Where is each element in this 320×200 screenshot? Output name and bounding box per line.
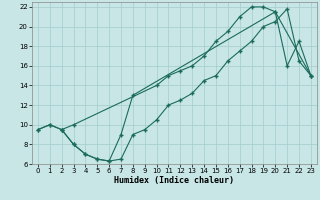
X-axis label: Humidex (Indice chaleur): Humidex (Indice chaleur) <box>115 176 234 185</box>
